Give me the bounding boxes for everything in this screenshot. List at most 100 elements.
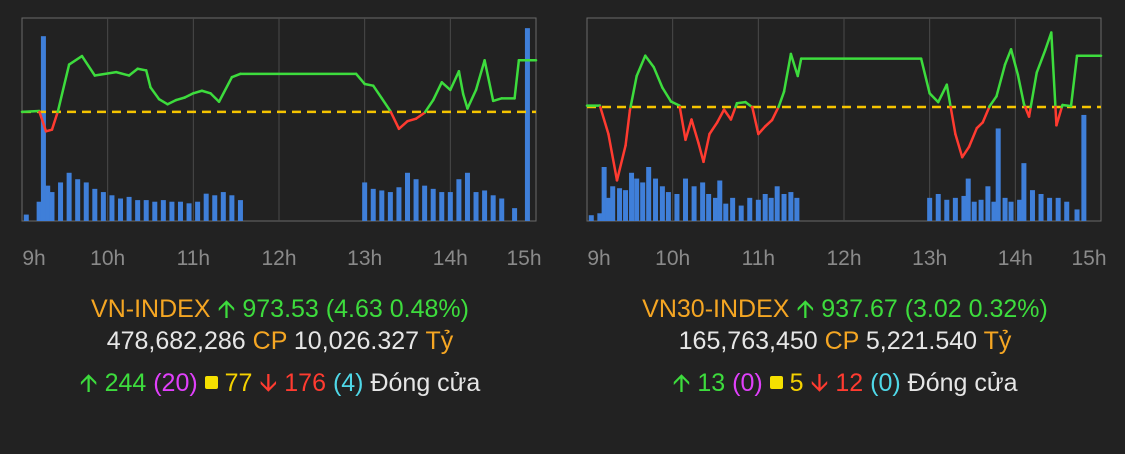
price-line-segment <box>644 54 656 69</box>
x-tick-label: 14h <box>433 247 468 270</box>
volume-bar <box>58 182 64 221</box>
volume-bar <box>640 182 646 221</box>
market-status: Đóng cửa <box>370 369 481 397</box>
price-line-segment <box>751 106 760 136</box>
price-line-segment <box>722 108 733 121</box>
price-line-segment <box>988 95 998 108</box>
vn30-index-chart: 9h 10h 11h 12h 13h 14h 15h <box>585 17 1107 270</box>
x-tick-label: 13h <box>912 247 947 270</box>
volume-value: 165,763,450 <box>678 327 818 355</box>
x-tick-label: 15h <box>1071 247 1106 270</box>
volume-bar <box>781 194 787 221</box>
volume-bar <box>186 203 192 221</box>
volume-bar <box>1008 201 1014 221</box>
volume-bar <box>617 188 623 221</box>
arrow-up-icon: 🡩 <box>217 295 236 323</box>
market-status: Đóng cửa <box>907 369 1018 397</box>
price-line-segment <box>1061 103 1073 108</box>
x-tick-label: 11h <box>177 247 210 270</box>
volume-bar <box>665 192 671 221</box>
price-line-segment <box>174 96 187 102</box>
price-line-segment <box>114 70 131 77</box>
price-line-segment <box>67 54 84 66</box>
price-line-segment <box>744 100 754 109</box>
volume-bar <box>1064 201 1070 221</box>
price-line-segment <box>919 57 931 95</box>
ceiling-count: (20) <box>153 369 198 397</box>
volume-bar <box>713 197 718 221</box>
price-line-segment <box>491 97 503 103</box>
x-tick-label: 13h <box>347 247 382 270</box>
volume-bar <box>422 185 428 221</box>
volume-value: 478,682,286 <box>106 327 246 355</box>
price-line-segment <box>38 110 48 133</box>
price-line-segment <box>371 84 384 100</box>
price-line-segment <box>975 121 985 130</box>
price-line-segment <box>763 118 774 128</box>
index-change: (3.02 0.32%) <box>904 295 1048 323</box>
ceiling-count: (0) <box>732 369 763 397</box>
price-line-segment <box>414 111 426 120</box>
volume-bar <box>991 201 997 221</box>
volume-bar <box>83 182 89 221</box>
x-tick-label: 15h <box>506 247 541 270</box>
volume-bar <box>961 195 967 221</box>
index-change: (4.63 0.48%) <box>325 295 469 323</box>
price-line-segment <box>615 144 627 182</box>
price-line-segment <box>136 67 148 72</box>
index-value: 937.67 <box>821 295 898 323</box>
volume-bar <box>597 213 603 221</box>
price-line-segment <box>652 66 664 89</box>
arrow-down-icon: 🡫 <box>259 369 278 397</box>
arrow-up-icon: 🡩 <box>672 369 691 397</box>
price-line-segment <box>967 126 979 149</box>
index-name: VN-INDEX <box>91 295 211 323</box>
volume-bar <box>965 178 971 221</box>
volume-bar <box>152 201 158 221</box>
volume-bar <box>629 172 635 221</box>
unchanged-square-icon <box>769 376 783 389</box>
price-line-segment <box>440 81 452 92</box>
price-line-segment <box>183 92 195 99</box>
price-line-segment <box>149 86 161 101</box>
volume-bar <box>439 192 445 221</box>
volume-bar <box>971 201 977 221</box>
price-line-segment <box>690 118 700 144</box>
price-line-segment <box>1029 71 1038 109</box>
vn30-index-panel: 9h 10h 11h 12h 13h 14h 15h VN30-INDEX 🡩 937.67… <box>565 0 1125 454</box>
floor-count: (0) <box>870 369 901 397</box>
arrow-up-icon: 🡩 <box>79 369 98 397</box>
price-line-segment <box>757 125 767 136</box>
price-line-segment <box>607 132 619 182</box>
arrow-up-icon: 🡩 <box>796 295 815 323</box>
volume-bar <box>512 208 518 221</box>
price-line-segment <box>513 59 521 100</box>
volume-bar <box>36 201 42 221</box>
price-line-segment <box>729 105 737 121</box>
decliners-count: 176 <box>284 369 326 397</box>
price-line-segment <box>796 57 803 78</box>
volume-bar <box>40 36 46 221</box>
volume-bar <box>464 172 470 221</box>
volume-bar <box>456 179 462 221</box>
volume-bar <box>738 205 744 221</box>
vn-index-chart: 9h 10h 11h 12h 13h 14h 15h <box>20 17 542 270</box>
volume-bar <box>774 186 780 221</box>
volume-bar <box>405 172 410 221</box>
volume-bar <box>482 190 488 221</box>
volume-bar <box>788 192 794 221</box>
price-line-segment <box>157 97 169 106</box>
unit-label: Tỷ <box>983 327 1012 355</box>
volume-bar <box>413 179 419 221</box>
volume-bar <box>723 203 729 221</box>
price-line-segment <box>936 83 949 104</box>
volume-bar <box>1081 114 1087 221</box>
price-line-segment <box>599 105 610 136</box>
vn-index-breadth-line: 🡩 244 (20) 77 🡫 176 (4) Đóng cửa <box>0 364 560 407</box>
volume-bar <box>927 197 933 221</box>
volume-bar <box>100 192 106 221</box>
vn30-index-summary-line: VN30-INDEX 🡩 937.67 (3.02 0.32%) <box>565 290 1125 333</box>
price-line-segment <box>397 119 409 131</box>
volume-bar <box>717 180 723 221</box>
x-tick-label: 10h <box>90 247 125 270</box>
